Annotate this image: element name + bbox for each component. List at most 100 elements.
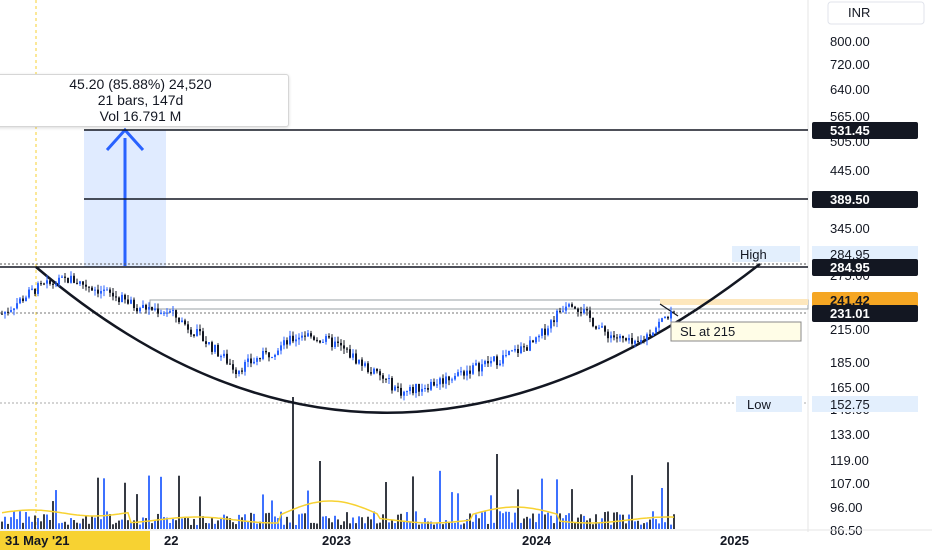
candle-body <box>448 376 450 381</box>
price-tick-label: 445.00 <box>830 163 870 178</box>
volume-bar <box>172 518 174 529</box>
candle-body <box>646 334 648 341</box>
candle-body <box>13 308 15 311</box>
volume-bar <box>100 519 102 529</box>
candle-body <box>253 361 255 364</box>
candle-body <box>454 375 456 380</box>
volume-bar <box>544 514 546 529</box>
volume-bar <box>595 514 597 529</box>
candle-body <box>157 308 159 314</box>
candle-body <box>91 287 93 291</box>
candle-body <box>391 378 393 391</box>
candle-body <box>427 388 429 390</box>
volume-bar <box>175 520 177 529</box>
currency-box[interactable] <box>827 1 925 25</box>
candle-body <box>574 306 576 309</box>
volume-bar <box>142 517 144 529</box>
volume-bar <box>190 524 192 529</box>
candle-body <box>352 353 354 358</box>
candle-body <box>262 351 264 359</box>
volume-bar <box>313 522 315 529</box>
candle-body <box>406 391 408 393</box>
volume-bar <box>145 518 147 529</box>
price-tick-label: 720.00 <box>830 57 870 72</box>
volume-bar <box>505 511 507 529</box>
volume-bar <box>109 514 111 529</box>
volume-bar <box>421 523 423 529</box>
candle-body <box>409 386 411 392</box>
candle-body <box>49 280 51 284</box>
candle-body <box>73 275 75 283</box>
candle-body <box>190 329 192 335</box>
volume-bar <box>556 479 558 529</box>
volume-bar <box>322 516 324 529</box>
candle-body <box>160 312 162 314</box>
candle-body <box>325 336 327 342</box>
volume-bar <box>331 522 333 529</box>
candle-body <box>172 310 174 312</box>
volume-bar <box>319 461 321 529</box>
candle-body <box>169 311 171 313</box>
volume-bar <box>64 521 66 529</box>
candle-body <box>61 276 63 278</box>
candle-body <box>343 345 345 349</box>
high-value: 284.95 <box>830 247 870 262</box>
volume-bar <box>628 514 630 529</box>
candle-body <box>223 353 225 357</box>
candle-body <box>175 310 177 318</box>
candle-body <box>37 283 39 294</box>
candle-body <box>472 365 474 374</box>
candle-body <box>583 309 585 314</box>
candle-body <box>517 349 519 353</box>
candle-body <box>295 339 297 342</box>
volume-bar <box>484 511 486 529</box>
target-price-text: 531.45 <box>830 123 870 138</box>
volume-bar <box>493 522 495 529</box>
resistance-price-text: 389.50 <box>830 192 870 207</box>
volume-bar <box>613 512 615 529</box>
last-price-tag <box>812 305 918 322</box>
candle-body <box>151 307 153 310</box>
candle-body <box>307 333 309 337</box>
last-price-text: 231.01 <box>830 306 870 321</box>
price-tick-label: 345.00 <box>830 221 870 236</box>
volume-bar <box>586 520 588 529</box>
measure-bars: 21 bars, 147d <box>97 92 184 108</box>
candle-body <box>331 337 333 348</box>
candle-body <box>652 332 654 336</box>
candle-body <box>622 335 624 339</box>
candle-body <box>553 320 555 323</box>
candle-body <box>355 353 357 364</box>
volume-bar <box>604 512 606 529</box>
candle-body <box>439 378 441 385</box>
volume-bar <box>121 519 123 529</box>
volume-bar <box>118 520 120 529</box>
volume-bar <box>214 523 216 529</box>
candle-body <box>421 388 423 392</box>
cursor-date-box <box>0 531 150 550</box>
volume-bar <box>28 516 30 529</box>
volume-bar <box>361 517 363 529</box>
candle-body <box>382 375 384 379</box>
candle-body <box>28 289 30 298</box>
candle-body <box>571 304 573 307</box>
volume-bar <box>436 522 438 529</box>
volume-bar <box>13 511 15 529</box>
volume-bar <box>49 519 51 529</box>
candle-body <box>394 386 396 391</box>
volume-bar <box>22 522 24 529</box>
cup-curve <box>35 263 761 414</box>
candle-body <box>436 384 438 386</box>
candle-body <box>43 283 45 285</box>
candle-body <box>82 281 84 285</box>
volume-bar <box>325 516 327 529</box>
volume-bar <box>658 523 660 529</box>
volume-bar <box>247 521 249 529</box>
measure-volume: Vol 16.791 M <box>99 108 182 124</box>
volume-bar <box>85 516 87 529</box>
volume-bar <box>511 522 513 529</box>
volume-bar <box>343 521 345 529</box>
candle-body <box>592 317 594 327</box>
volume-bar <box>337 519 339 529</box>
